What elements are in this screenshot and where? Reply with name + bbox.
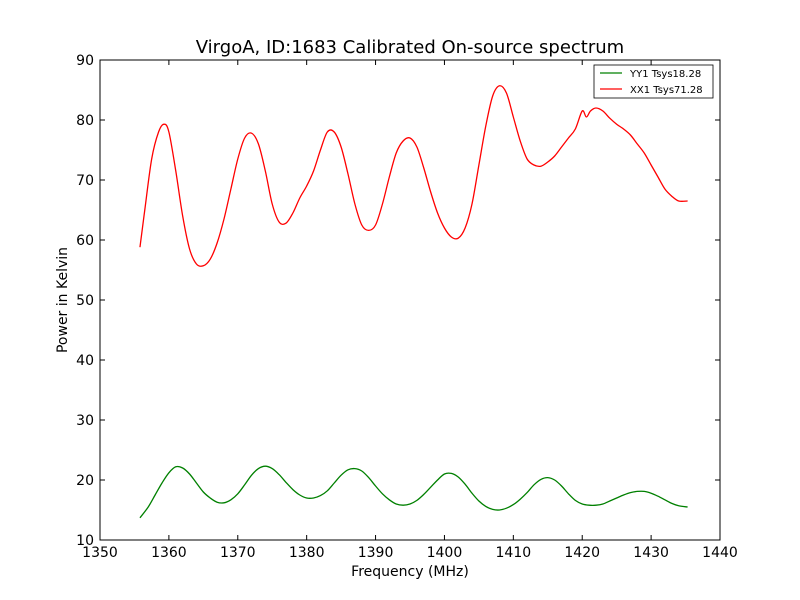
y-tick-label: 60 [76, 233, 94, 249]
x-tick-label: 1370 [220, 545, 256, 561]
x-tick-label: 1410 [496, 545, 532, 561]
x-tick-label: 1420 [564, 545, 600, 561]
y-tick-label: 80 [76, 113, 94, 129]
x-tick-label: 1400 [427, 545, 463, 561]
legend: YY1 Tsys18.28 XX1 Tsys71.28 [593, 64, 714, 99]
y-axis-title: Power in Kelvin [55, 247, 71, 353]
y-tick-label: 70 [76, 173, 94, 189]
series-line-xx1 [139, 85, 688, 267]
y-tick-label: 40 [76, 353, 94, 369]
y-tick-label: 10 [76, 533, 94, 549]
x-tick-label: 1380 [289, 545, 325, 561]
legend-label-xx1: XX1 Tsys71.28 [630, 85, 703, 96]
x-axis-title: Frequency (MHz) [351, 564, 469, 580]
ticks-layer: 1350 1360 1370 1380 1390 1400 1410 1420 1430 1440… [76, 53, 738, 561]
y-tick-label: 30 [76, 413, 94, 429]
plot-background [100, 60, 720, 540]
legend-label-yy1: YY1 Tsys18.28 [629, 69, 701, 80]
legend-box [593, 64, 714, 99]
x-tick-label: 1390 [358, 545, 394, 561]
series-line-yy1 [139, 465, 688, 519]
x-tick-label: 1350 [82, 545, 118, 561]
y-tick-label: 20 [76, 473, 94, 489]
x-tick-label: 1440 [702, 545, 738, 561]
y-tick-label: 50 [76, 293, 94, 309]
chart-title: VirgoA, ID:1683 Calibrated On-source spe… [196, 37, 624, 58]
x-tick-label: 1360 [151, 545, 187, 561]
plot-area: 1350 1360 1370 1380 1390 1400 1410 1420 1430 1440… [76, 53, 738, 561]
y-tick-label: 90 [76, 53, 94, 69]
x-tick-label: 1430 [633, 545, 669, 561]
plot-frame [99, 59, 721, 541]
series-layer [139, 85, 688, 519]
